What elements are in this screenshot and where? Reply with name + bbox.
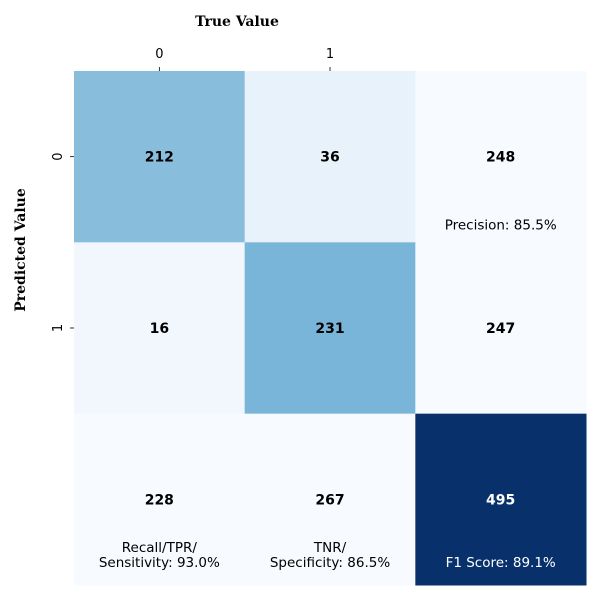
cell-metric-label: Recall/TPR/ [122,540,198,556]
cell-metric-label: F1 Score: 89.1% [446,555,556,571]
cell-value-label: 247 [486,321,515,337]
cell-metric-label: Sensitivity: 93.0% [99,555,220,571]
cell-value-label: 267 [315,492,344,508]
cell-value-label: 231 [315,321,344,337]
x-tick-label: 1 [326,47,334,62]
cell-metric-label: TNR/ [313,540,347,556]
heatmap-cell [244,71,416,243]
cell-value-label: 248 [486,150,515,166]
heatmap-cell [74,242,246,415]
x-axis-title: True Value [195,14,279,30]
heatmap-cell [244,242,416,415]
cell-value-label: 495 [486,492,515,508]
heatmap-cell [74,413,246,586]
y-tick-label: 1 [51,324,66,332]
y-axis-title: Predicted Value [13,188,29,312]
heatmap-cells: 212 36 248 Precision: 85.5% 16 231 247 228 Recal… [74,71,587,586]
heatmap-cell [244,413,416,586]
heatmap-cell [74,71,246,243]
y-axis-ticks: 01 [51,153,74,332]
heatmap-cell [415,71,587,243]
cell-metric-label: Precision: 85.5% [445,217,557,233]
y-tick-label: 0 [51,153,66,161]
cell-value-label: 36 [320,150,339,166]
cell-metric-label: Specificity: 86.5% [270,555,390,571]
heatmap-cell [415,413,587,586]
cell-value-label: 228 [145,492,174,508]
cell-value-label: 16 [150,321,169,337]
x-tick-label: 0 [155,47,163,62]
heatmap-cell [415,242,587,415]
cell-value-label: 212 [145,150,174,166]
